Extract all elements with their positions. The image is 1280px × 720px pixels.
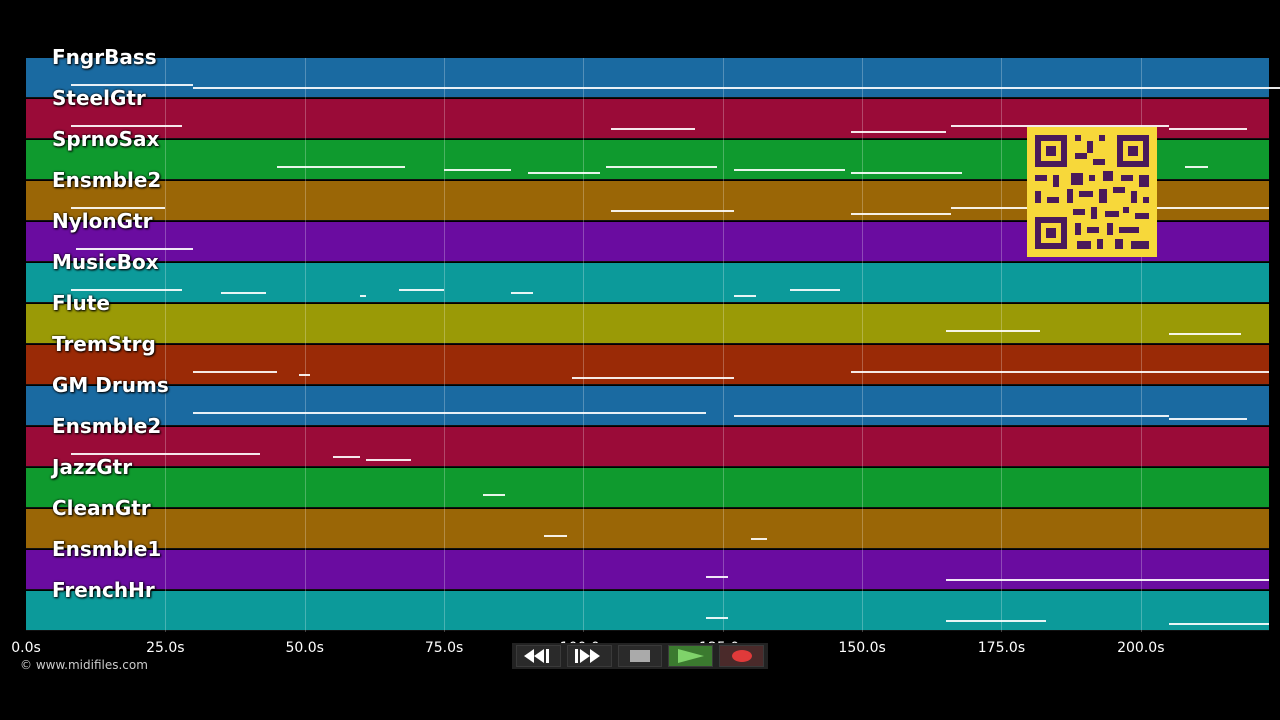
note-segment bbox=[483, 494, 506, 496]
time-tick-label: 175.0s bbox=[977, 640, 1026, 656]
track-lane bbox=[26, 509, 1269, 549]
note-segment bbox=[611, 128, 695, 130]
track-label: FrenchHr bbox=[52, 578, 155, 602]
record-icon bbox=[731, 650, 752, 662]
track-label: NylonGtr bbox=[52, 209, 153, 233]
note-segment bbox=[70, 289, 183, 291]
note-segment bbox=[945, 330, 1041, 332]
note-segment bbox=[76, 248, 194, 250]
note-segment bbox=[527, 172, 601, 174]
note-segment bbox=[951, 125, 1169, 127]
note-segment bbox=[70, 453, 261, 455]
note-segment bbox=[1168, 418, 1247, 420]
track-lane bbox=[26, 427, 1269, 467]
note-segment bbox=[945, 579, 1269, 581]
note-segment bbox=[850, 371, 1269, 373]
time-tick-label: 150.0s bbox=[838, 640, 886, 656]
grid-line bbox=[304, 58, 306, 632]
grid-line bbox=[583, 58, 585, 632]
track-label: MusicBox bbox=[52, 250, 159, 274]
note-segment bbox=[1185, 166, 1208, 168]
track-label: JazzGtr bbox=[52, 455, 133, 479]
track-label: SteelGtr bbox=[52, 86, 146, 110]
track-lane bbox=[26, 304, 1269, 344]
note-segment bbox=[332, 456, 361, 458]
track-label: Ensmble2 bbox=[52, 168, 162, 192]
time-tick-label: 200.0s bbox=[1117, 640, 1165, 656]
note-segment bbox=[193, 371, 277, 373]
track-lane bbox=[26, 386, 1269, 426]
grid-line bbox=[1140, 58, 1142, 632]
track-label: Ensmble1 bbox=[52, 537, 162, 561]
stop-icon bbox=[629, 650, 650, 662]
note-segment bbox=[706, 576, 729, 578]
note-segment bbox=[360, 295, 366, 297]
fast-forward-icon bbox=[575, 649, 601, 663]
track-label: Flute bbox=[52, 291, 110, 315]
note-segment bbox=[299, 374, 311, 376]
stop-button[interactable] bbox=[617, 645, 663, 667]
note-segment bbox=[193, 87, 1280, 89]
track-label: FngrBass bbox=[52, 45, 157, 69]
qr-code bbox=[1027, 127, 1157, 257]
time-tick-label: 25.0s bbox=[146, 640, 185, 656]
note-segment bbox=[1168, 623, 1269, 625]
note-segment bbox=[276, 166, 406, 168]
note-segment bbox=[850, 131, 946, 133]
grid-line bbox=[862, 58, 864, 632]
track-lane bbox=[26, 468, 1269, 508]
note-segment bbox=[850, 172, 963, 174]
note-segment bbox=[544, 535, 567, 537]
note-segment bbox=[733, 169, 846, 171]
note-segment bbox=[706, 617, 729, 619]
note-segment bbox=[193, 412, 707, 414]
note-segment bbox=[945, 620, 1047, 622]
note-segment bbox=[733, 295, 757, 297]
fast-forward-button[interactable] bbox=[566, 645, 612, 667]
time-tick-label: 75.0s bbox=[424, 640, 464, 656]
track-lane bbox=[26, 550, 1269, 590]
copyright-text: © www.midifiles.com bbox=[20, 658, 148, 672]
grid-line bbox=[444, 58, 446, 632]
rewind-icon bbox=[524, 649, 550, 663]
track-label: SprnoSax bbox=[52, 127, 160, 151]
note-segment bbox=[366, 459, 411, 461]
play-icon bbox=[677, 649, 704, 663]
time-tick-label: 0.0s bbox=[11, 640, 41, 656]
track-label: GM Drums bbox=[52, 373, 169, 397]
transport-controls bbox=[512, 643, 768, 669]
record-button[interactable] bbox=[719, 645, 764, 667]
track-label: Ensmble2 bbox=[52, 414, 162, 438]
track-lane bbox=[26, 591, 1269, 631]
play-button[interactable] bbox=[668, 645, 714, 667]
track-lane bbox=[26, 345, 1269, 385]
grid-line bbox=[165, 58, 167, 632]
note-segment bbox=[1168, 333, 1242, 335]
track-lane bbox=[26, 58, 1269, 98]
note-segment bbox=[750, 538, 768, 540]
note-segment bbox=[70, 125, 183, 127]
track-label: CleanGtr bbox=[52, 496, 151, 520]
grid-line bbox=[1001, 58, 1003, 632]
time-tick-label: 50.0s bbox=[285, 640, 324, 656]
note-segment bbox=[572, 377, 734, 379]
note-segment bbox=[1168, 128, 1247, 130]
note-segment bbox=[850, 213, 952, 215]
note-segment bbox=[399, 289, 445, 291]
note-segment bbox=[444, 169, 511, 171]
note-segment bbox=[70, 207, 166, 209]
note-segment bbox=[611, 210, 734, 212]
note-segment bbox=[605, 166, 718, 168]
grid-line bbox=[722, 58, 724, 632]
note-segment bbox=[789, 289, 840, 291]
note-segment bbox=[221, 292, 266, 294]
note-segment bbox=[733, 415, 1169, 417]
note-segment bbox=[510, 292, 534, 294]
note-segment bbox=[70, 84, 194, 86]
track-lane bbox=[26, 263, 1269, 303]
track-label: TremStrg bbox=[52, 332, 156, 356]
rewind-button[interactable] bbox=[516, 645, 561, 667]
